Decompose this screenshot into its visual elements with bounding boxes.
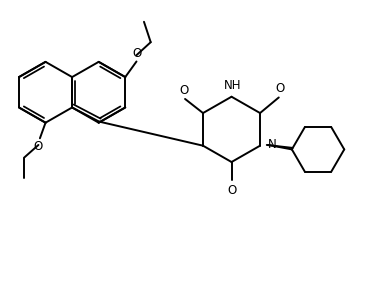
- Text: O: O: [179, 84, 188, 97]
- Text: NH: NH: [224, 78, 241, 92]
- Text: N: N: [268, 139, 277, 151]
- Text: O: O: [132, 47, 141, 60]
- Text: O: O: [33, 140, 42, 153]
- Text: O: O: [227, 183, 236, 196]
- Text: O: O: [275, 82, 284, 95]
